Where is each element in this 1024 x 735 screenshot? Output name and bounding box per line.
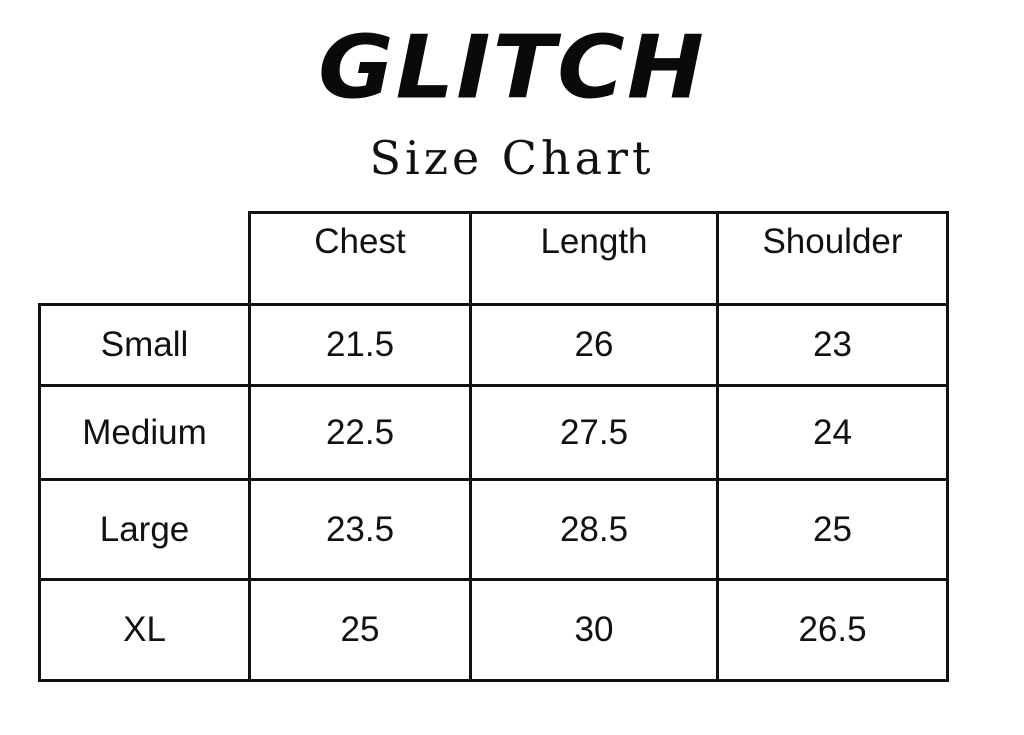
size-label: Medium	[38, 384, 251, 481]
length-cell: 26	[469, 303, 719, 387]
chest-cell: 22.5	[248, 384, 472, 481]
size-label: XL	[38, 578, 251, 682]
size-table: Chest Length Shoulder Small 21.5 26 23 M…	[38, 211, 949, 682]
size-label: Large	[38, 478, 251, 581]
chest-cell: 23.5	[248, 478, 472, 581]
size-label: Small	[38, 303, 251, 387]
column-header-length: Length	[469, 211, 719, 306]
column-header-chest: Chest	[248, 211, 472, 306]
shoulder-cell: 26.5	[716, 578, 949, 682]
length-cell: 27.5	[469, 384, 719, 481]
header-row: Chest Length Shoulder	[40, 211, 949, 306]
table-row: Large 23.5 28.5 25	[38, 478, 949, 581]
table-row: XL 25 30 26.5	[38, 578, 949, 682]
corner-cell	[40, 213, 250, 305]
chest-cell: 25	[248, 578, 472, 682]
length-cell: 28.5	[469, 478, 719, 581]
column-header-shoulder: Shoulder	[716, 211, 949, 306]
table-row: Medium 22.5 27.5 24	[38, 384, 949, 481]
table-row: Small 21.5 26 23	[38, 303, 949, 387]
page-subtitle: Size Chart	[369, 131, 655, 185]
shoulder-cell: 24	[716, 384, 949, 481]
brand-logo-text: GLITCH	[318, 16, 706, 119]
length-cell: 30	[469, 578, 719, 682]
chest-cell: 21.5	[248, 303, 472, 387]
shoulder-cell: 23	[716, 303, 949, 387]
shoulder-cell: 25	[716, 478, 949, 581]
